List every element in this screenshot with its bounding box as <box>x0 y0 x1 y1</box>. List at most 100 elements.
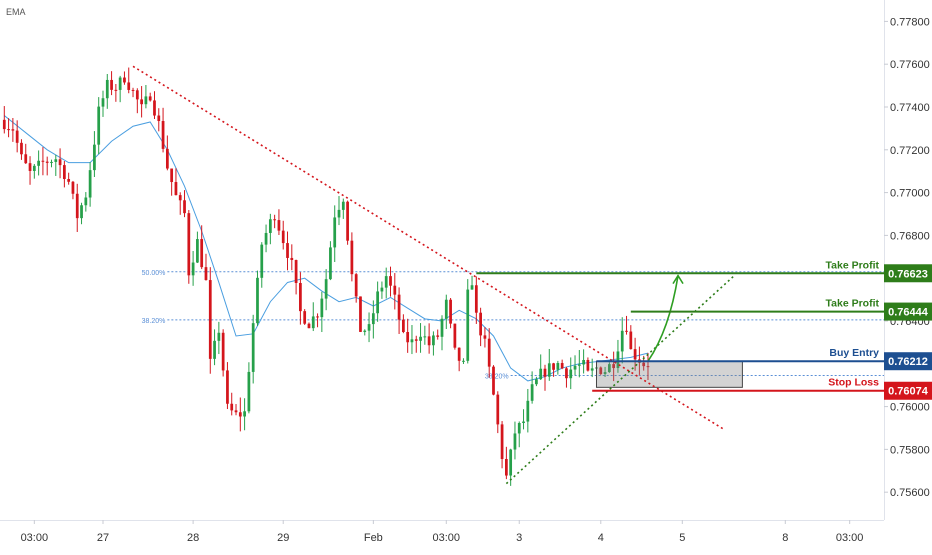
level-name: Stop Loss <box>828 377 879 389</box>
candle-body <box>633 349 637 360</box>
candle-body <box>170 168 174 183</box>
candle <box>183 190 186 218</box>
candle <box>316 313 319 328</box>
candle-body <box>191 262 195 276</box>
candle <box>547 348 551 381</box>
candle <box>367 312 371 343</box>
candle-body <box>213 340 216 359</box>
candle <box>474 276 478 324</box>
candle-body <box>110 79 113 90</box>
candle-body <box>37 160 40 166</box>
candle-body <box>84 197 88 206</box>
candle-body <box>54 159 58 162</box>
candle <box>110 71 113 96</box>
candle <box>15 120 19 153</box>
fibonacci-layer: 50.00% 38.20% 38.20% <box>142 270 884 381</box>
entry-zone-box[interactable] <box>595 360 743 388</box>
candle-body <box>2 119 6 130</box>
candle <box>526 388 530 433</box>
candle-body <box>67 179 71 182</box>
candle <box>436 329 440 340</box>
candle-body <box>337 209 341 218</box>
candle-body <box>500 424 504 460</box>
candle-body <box>526 400 530 422</box>
candle-body <box>247 371 251 412</box>
candle-body <box>565 368 568 379</box>
candle-body <box>612 364 616 369</box>
indicator-label[interactable]: EMA <box>6 7 26 17</box>
candle-body <box>93 144 96 171</box>
candle <box>165 135 169 171</box>
projection-arrow <box>647 275 679 362</box>
candle-body <box>208 280 212 359</box>
candle-body <box>28 163 32 171</box>
y-tick-label: 0.77800 <box>890 16 930 28</box>
candle <box>243 398 246 431</box>
candle-body <box>75 193 79 219</box>
candle <box>577 350 581 378</box>
candle-body <box>599 367 603 374</box>
y-tick-label: 0.75800 <box>890 444 930 456</box>
candle-body <box>384 276 388 288</box>
candle-body <box>517 423 521 434</box>
candle <box>230 392 234 416</box>
candle <box>123 71 126 85</box>
candle <box>251 314 255 384</box>
y-tick-label: 0.77000 <box>890 188 930 200</box>
candle-body <box>569 369 573 379</box>
candle <box>20 139 23 160</box>
resistance-trendline[interactable] <box>132 65 726 431</box>
candle <box>311 302 315 332</box>
candle <box>200 225 204 270</box>
price-tag <box>884 352 932 371</box>
candle <box>530 371 534 404</box>
candle-body <box>135 90 139 100</box>
candle-body <box>311 316 315 329</box>
candle-body <box>560 363 564 369</box>
candle <box>191 251 195 286</box>
candle <box>341 198 345 219</box>
candle <box>324 269 328 311</box>
candle-body <box>20 142 23 155</box>
candle <box>586 357 590 372</box>
fib-label: 38.20% <box>142 318 166 325</box>
fib-label: 50.00% <box>142 270 166 277</box>
candle <box>303 309 307 325</box>
candle <box>371 300 375 339</box>
x-tick-label: 4 <box>598 532 604 544</box>
candle-body <box>479 312 482 336</box>
candle-body <box>586 359 590 371</box>
candle-body <box>230 403 234 411</box>
candle-body <box>161 121 165 149</box>
candle-body <box>487 338 491 367</box>
candle <box>140 86 143 118</box>
candle <box>423 325 427 345</box>
candle <box>513 421 517 460</box>
candle <box>569 357 573 390</box>
candle <box>616 339 620 373</box>
candle <box>500 421 504 469</box>
candle-body <box>341 201 345 210</box>
candle-body <box>32 165 36 171</box>
candle-body <box>513 433 517 450</box>
candle <box>101 90 105 117</box>
candle-body <box>303 311 307 324</box>
candle-body <box>299 282 302 312</box>
price-tag-label: 0.76212 <box>888 356 928 368</box>
candle <box>444 294 448 330</box>
candle-body <box>414 339 418 341</box>
candle <box>620 317 624 364</box>
candle <box>234 404 238 416</box>
candle-body <box>196 239 199 263</box>
candle <box>62 161 66 188</box>
candle-body <box>543 368 547 377</box>
candle-body <box>88 170 92 198</box>
candle-body <box>470 285 474 290</box>
candle <box>208 267 212 374</box>
candle-body <box>410 339 414 343</box>
candle-body <box>178 195 182 201</box>
candle-body <box>273 219 277 221</box>
